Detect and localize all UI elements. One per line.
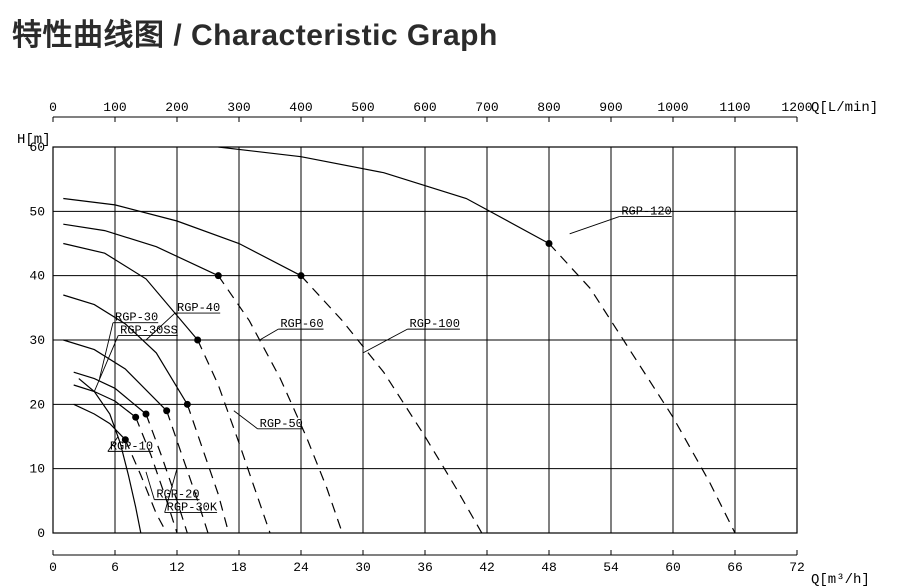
- svg-text:900: 900: [599, 100, 622, 115]
- marker-RGP-50: [194, 337, 201, 344]
- marker-RGP-120: [546, 240, 553, 247]
- svg-text:600: 600: [413, 100, 436, 115]
- marker-RGP-60: [215, 272, 222, 279]
- svg-text:1100: 1100: [719, 100, 750, 115]
- svg-text:100: 100: [103, 100, 126, 115]
- svg-text:72: 72: [789, 560, 805, 575]
- characteristic-graph: 0102030405060H[m]01002003004005006007008…: [0, 0, 912, 588]
- svg-text:42: 42: [479, 560, 495, 575]
- svg-text:36: 36: [417, 560, 433, 575]
- svg-text:200: 200: [165, 100, 188, 115]
- curve-RGP-30K-dashed: [167, 411, 208, 533]
- svg-text:48: 48: [541, 560, 557, 575]
- svg-text:30: 30: [355, 560, 371, 575]
- svg-text:18: 18: [231, 560, 247, 575]
- svg-text:60: 60: [665, 560, 681, 575]
- svg-text:500: 500: [351, 100, 374, 115]
- curve-RGP-120: [218, 147, 549, 244]
- svg-text:300: 300: [227, 100, 250, 115]
- svg-text:1200: 1200: [781, 100, 812, 115]
- svg-text:20: 20: [29, 397, 45, 412]
- svg-text:0: 0: [49, 560, 57, 575]
- svg-text:Q[L/min]: Q[L/min]: [811, 100, 878, 116]
- svg-text:40: 40: [29, 269, 45, 284]
- svg-text:30: 30: [29, 333, 45, 348]
- svg-text:0: 0: [37, 526, 45, 541]
- svg-text:700: 700: [475, 100, 498, 115]
- svg-text:50: 50: [29, 204, 45, 219]
- svg-text:800: 800: [537, 100, 560, 115]
- svg-text:10: 10: [29, 462, 45, 477]
- svg-text:66: 66: [727, 560, 743, 575]
- svg-text:24: 24: [293, 560, 309, 575]
- svg-text:0: 0: [49, 100, 57, 115]
- svg-text:6: 6: [111, 560, 119, 575]
- svg-text:1000: 1000: [657, 100, 688, 115]
- marker-RGP-100: [298, 272, 305, 279]
- svg-text:54: 54: [603, 560, 619, 575]
- marker-RGP-30: [143, 410, 150, 417]
- curve-RGP-30SS: [74, 385, 136, 417]
- marker-RGP-30SS: [132, 414, 139, 421]
- curve-RGP-60: [63, 224, 218, 276]
- marker-RGP-40: [184, 401, 191, 408]
- curve-RGP-120-dashed: [549, 244, 735, 534]
- curve-RGP-30-dashed: [146, 414, 187, 533]
- svg-text:Q[m³/h]: Q[m³/h]: [811, 572, 870, 588]
- svg-text:H[m]: H[m]: [17, 132, 51, 148]
- marker-RGP-30K: [163, 407, 170, 414]
- svg-text:12: 12: [169, 560, 185, 575]
- curve-RGP-30SS-dashed: [136, 417, 177, 533]
- svg-text:400: 400: [289, 100, 312, 115]
- curve-RGP-100: [63, 199, 301, 276]
